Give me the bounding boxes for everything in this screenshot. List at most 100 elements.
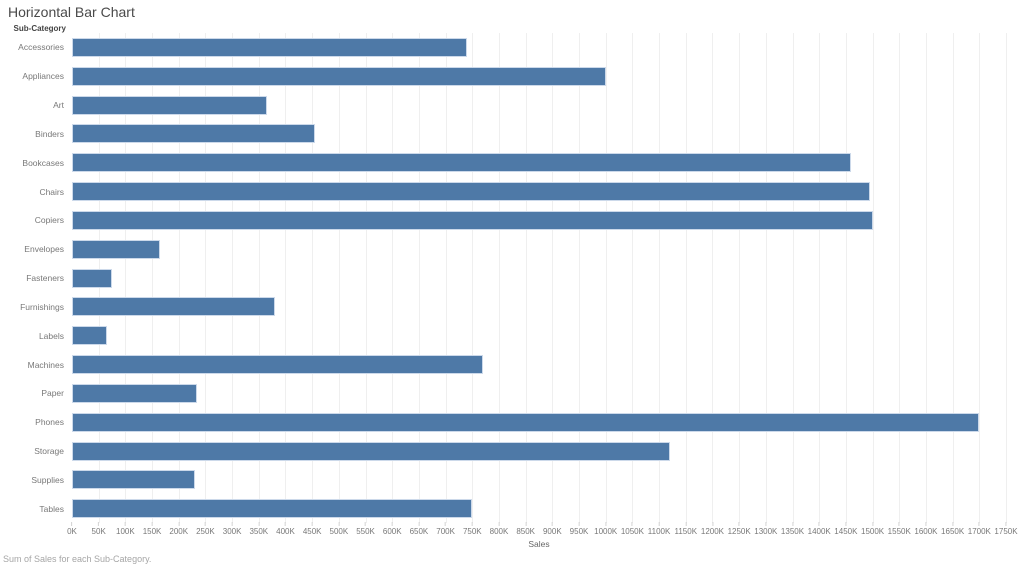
- category-label[interactable]: Fasteners: [26, 273, 64, 284]
- category-label[interactable]: Furnishings: [20, 301, 64, 312]
- gridline: [819, 33, 821, 523]
- x-axis-tick: 1100K: [648, 522, 670, 536]
- tick-label: 150K: [142, 527, 162, 536]
- bar[interactable]: [72, 239, 161, 259]
- bar-row: [72, 235, 1006, 264]
- bar[interactable]: [72, 441, 670, 461]
- bar[interactable]: [72, 268, 113, 288]
- bar[interactable]: [72, 153, 852, 173]
- tick-mark: [1005, 522, 1007, 526]
- category-label[interactable]: Machines: [27, 359, 64, 370]
- x-axis-tick: 400K: [276, 522, 295, 536]
- tick-mark: [631, 522, 633, 526]
- gridline: [552, 33, 554, 523]
- bar[interactable]: [72, 355, 483, 375]
- x-axis-tick: 950K: [570, 522, 588, 536]
- bar[interactable]: [72, 37, 467, 57]
- gridline: [472, 33, 474, 523]
- x-axis-tick: 1700K: [968, 522, 991, 536]
- category-label[interactable]: Envelopes: [24, 244, 64, 255]
- gridline: [312, 33, 314, 523]
- gridline: [152, 33, 154, 523]
- tick-mark: [791, 522, 793, 526]
- tick-label: 1300K: [754, 527, 778, 536]
- x-axis-title: Sales: [528, 539, 550, 549]
- bar[interactable]: [72, 66, 606, 86]
- tick-label: 400K: [276, 527, 295, 536]
- tick-mark: [525, 522, 527, 526]
- bar-row: [72, 350, 1006, 379]
- x-axis-tick: 1400K: [808, 522, 831, 536]
- bar-row: [72, 62, 1006, 91]
- category-label[interactable]: Chairs: [39, 186, 64, 197]
- bar-row: [72, 206, 1006, 235]
- x-axis-tick: 1650K: [941, 522, 964, 536]
- bar-row: [72, 91, 1006, 120]
- x-axis-tick: 0K: [67, 522, 77, 536]
- x-axis-tick: 1550K: [888, 522, 911, 536]
- tick-mark: [978, 522, 980, 526]
- tick-mark: [605, 522, 607, 526]
- category-label-column: Accessories Appliances Art Binders Bookcases…: [0, 33, 68, 523]
- category-label[interactable]: Labels: [38, 330, 64, 341]
- bar[interactable]: [72, 470, 195, 490]
- category-label[interactable]: Art: [53, 100, 64, 111]
- category-label[interactable]: Storage: [34, 446, 64, 456]
- bar[interactable]: [72, 297, 275, 317]
- x-axis-tick: 350K: [249, 522, 268, 536]
- tick-label: 1700K: [967, 527, 991, 536]
- tick-label: 1200K: [700, 527, 725, 536]
- category-label[interactable]: Tables: [39, 503, 64, 514]
- x-axis-tick: 1250K: [728, 522, 751, 536]
- tick-label: 750K: [462, 527, 482, 536]
- bar[interactable]: [72, 124, 315, 144]
- x-axis-tick: 1000K: [594, 522, 617, 536]
- tick-label: 1050K: [620, 527, 644, 536]
- bar[interactable]: [72, 383, 198, 403]
- x-axis-tick: 1750K: [994, 522, 1018, 536]
- tick-label: 1000K: [594, 527, 618, 536]
- x-axis-tick: 100K: [116, 522, 135, 536]
- tick-mark: [898, 522, 900, 526]
- x-axis-tick: 750K: [463, 522, 482, 536]
- x-axis-tick: 700K: [436, 522, 455, 536]
- category-label[interactable]: Accessories: [18, 42, 64, 53]
- tick-label: 1150K: [674, 527, 698, 536]
- tick-mark: [818, 522, 820, 526]
- tick-mark: [685, 522, 687, 526]
- tick-label: 250K: [196, 527, 215, 536]
- tick-mark: [765, 522, 767, 526]
- tick-label: 900K: [542, 527, 562, 536]
- gridline: [979, 33, 981, 523]
- bar-row: [72, 379, 1006, 408]
- bar[interactable]: [72, 412, 980, 432]
- row-axis-title: Sub-Category: [13, 24, 66, 33]
- bar-row: [72, 408, 1006, 437]
- gridline: [739, 33, 741, 523]
- caption: Sum of Sales for each Sub-Category.: [3, 554, 152, 564]
- category-label[interactable]: Supplies: [31, 474, 64, 485]
- tick-label: 1250K: [727, 527, 751, 536]
- category-label[interactable]: Paper: [41, 388, 64, 399]
- category-label[interactable]: Bookcases: [22, 157, 64, 168]
- x-axis-tick: 200K: [169, 522, 188, 536]
- gridline: [258, 33, 260, 523]
- bar-row: [72, 292, 1006, 321]
- tick-mark: [418, 522, 420, 526]
- bar[interactable]: [72, 326, 107, 346]
- category-label[interactable]: Phones: [35, 417, 64, 428]
- x-axis-tick: 650K: [410, 522, 428, 536]
- category-label[interactable]: Binders: [35, 128, 64, 139]
- category-label[interactable]: Copiers: [34, 215, 64, 226]
- bar[interactable]: [72, 182, 870, 202]
- tick-label: 300K: [222, 527, 242, 536]
- bar[interactable]: [72, 95, 267, 115]
- category-label[interactable]: Appliances: [22, 71, 64, 82]
- tick-label: 350K: [249, 527, 269, 536]
- x-axis-tick: 900K: [543, 522, 562, 536]
- tick-mark: [71, 522, 73, 526]
- tick-mark: [204, 522, 206, 526]
- gridline: [792, 33, 794, 523]
- bar[interactable]: [72, 499, 473, 519]
- bar[interactable]: [72, 210, 873, 230]
